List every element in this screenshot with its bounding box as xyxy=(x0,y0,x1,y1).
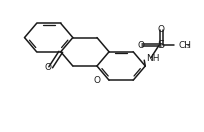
Text: O: O xyxy=(93,76,100,85)
Text: S: S xyxy=(157,40,164,50)
Text: O: O xyxy=(137,41,144,50)
Text: 3: 3 xyxy=(186,44,190,49)
Text: NH: NH xyxy=(146,54,159,63)
Text: O: O xyxy=(157,25,164,34)
Text: O: O xyxy=(44,63,51,72)
Text: CH: CH xyxy=(178,41,191,50)
